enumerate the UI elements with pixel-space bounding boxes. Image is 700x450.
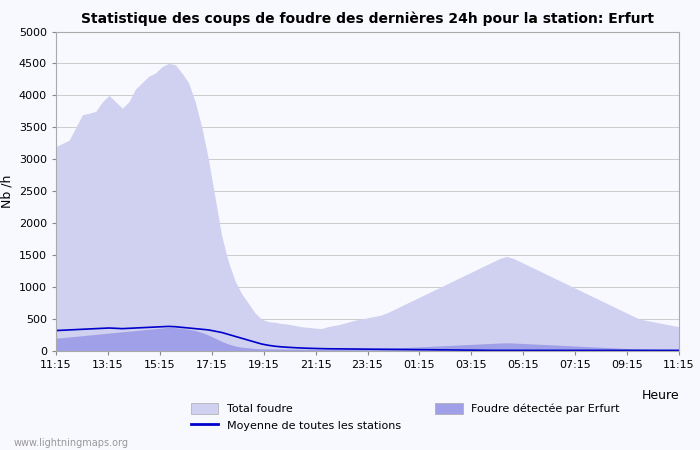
- Text: Heure: Heure: [641, 389, 679, 402]
- Title: Statistique des coups de foudre des dernières 24h pour la station: Erfurt: Statistique des coups de foudre des dern…: [81, 12, 654, 26]
- Text: www.lightningmaps.org: www.lightningmaps.org: [14, 438, 129, 448]
- Legend: Total foudre, Moyenne de toutes les stations, Foudre détectée par Erfurt: Total foudre, Moyenne de toutes les stat…: [186, 398, 624, 436]
- Y-axis label: Nb /h: Nb /h: [0, 175, 13, 208]
